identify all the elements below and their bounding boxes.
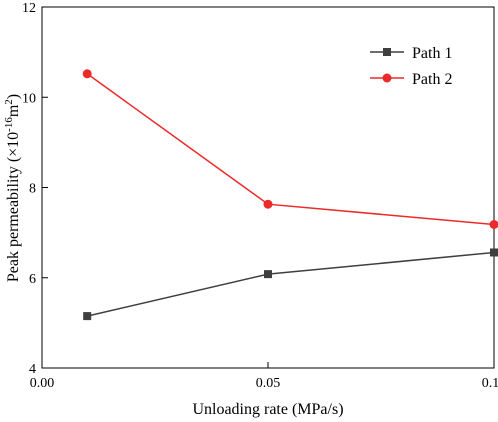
y-axis-title-exponent: -16 bbox=[3, 117, 15, 132]
y-tick-label: 4 bbox=[29, 362, 36, 377]
data-point-path-1 bbox=[264, 270, 272, 279]
y-tick-label: 12 bbox=[22, 1, 36, 16]
y-axis-title-unit: m bbox=[5, 104, 22, 117]
x-tick-label: 0.10 bbox=[482, 376, 498, 391]
legend-label-path-1: Path 1 bbox=[412, 45, 452, 62]
data-point-path-1 bbox=[83, 312, 92, 321]
y-tick-label: 8 bbox=[29, 182, 36, 197]
legend-marker-path-1 bbox=[383, 48, 391, 56]
x-axis-ticks: 0.00 0.05 0.10 bbox=[30, 362, 498, 391]
y-tick-label: 10 bbox=[22, 91, 36, 106]
y-axis-title: Peak permeability (×10-16m2) bbox=[3, 94, 22, 282]
data-point-path-2 bbox=[82, 69, 92, 79]
data-point-path-1 bbox=[490, 248, 498, 257]
series-layer bbox=[82, 69, 498, 321]
y-tick-label: 6 bbox=[29, 272, 36, 287]
y-axis-ticks: 4 6 8 10 12 bbox=[22, 1, 48, 377]
series-line-path-2 bbox=[86, 73, 495, 226]
legend-marker-path-2 bbox=[382, 73, 392, 83]
y-axis-title-close: ) bbox=[5, 94, 22, 99]
data-point-path-2 bbox=[263, 199, 273, 209]
y-axis-title-main: Peak permeability (×10 bbox=[5, 132, 22, 282]
x-tick-label: 0.05 bbox=[256, 376, 281, 391]
y-axis-title-exponent-2: 2 bbox=[3, 99, 15, 105]
data-point-path-2 bbox=[489, 220, 498, 230]
series-line-path-1 bbox=[87, 251, 495, 317]
legend-label-path-2: Path 2 bbox=[412, 71, 452, 88]
x-axis-title: Unloading rate (MPa/s) bbox=[192, 401, 343, 418]
x-tick-label: 0.00 bbox=[30, 376, 55, 391]
legend: Path 1 Path 2 bbox=[370, 45, 452, 88]
